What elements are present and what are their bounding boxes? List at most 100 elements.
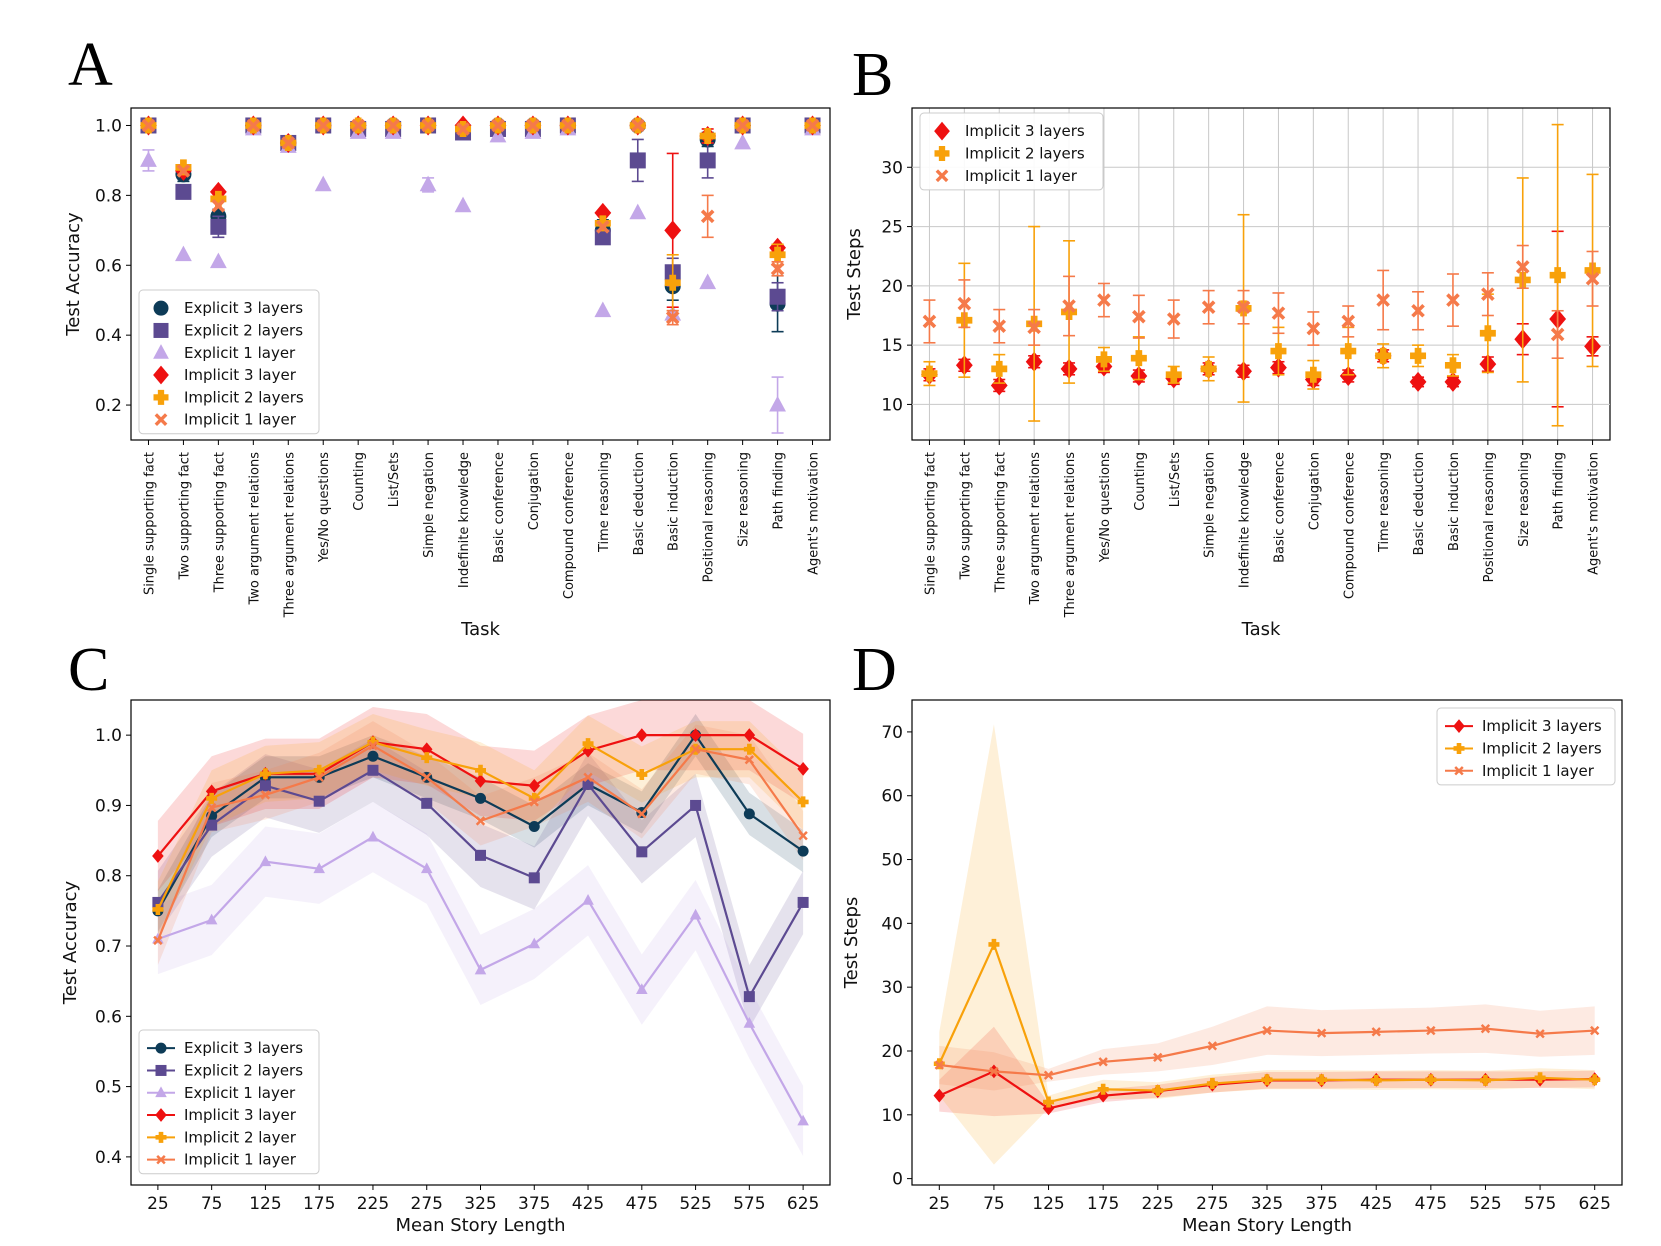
y-tick-label: 0.8 [95,867,122,887]
x-tick-label: 175 [1087,1194,1119,1214]
data-point [1132,309,1146,324]
x-tick-label: 125 [249,1194,281,1214]
series-implicit-1-layer [922,244,1600,359]
data-point [990,375,1008,396]
x-tick-label: Time reasoning [597,452,612,553]
x-tick-label: 475 [626,1194,658,1214]
data-point [141,118,156,133]
panel-label-c: C [68,636,109,704]
data-point [246,118,261,133]
data-point [1480,1023,1491,1034]
chart-b: 10 15 20 25 30 Single supporting fact Two supp… [844,107,1611,640]
data-point [420,862,433,874]
data-point [769,246,786,263]
data-point [1341,314,1356,329]
data-point [1340,343,1357,360]
data-point [529,797,539,807]
data-point [152,896,164,908]
x-tick-label: Conjugation [527,452,542,530]
series-implicit-1-layer [141,118,820,326]
data-point [743,728,756,743]
y-tick-label: 1.0 [95,726,122,746]
x-axis-label: Mean Story Length [1182,1215,1352,1236]
x-tick-label: 25 [928,1194,950,1214]
x-tick-label: Two argument relations [247,452,262,606]
x-tick-label: Yes/No questions [317,452,332,563]
data-point [1370,1074,1382,1086]
series-implicit-1-layer [934,1023,1600,1080]
data-point [744,755,755,765]
y-tick-label: 70 [881,723,903,743]
x-tick-label: Single supporting fact [923,452,938,595]
legend-marker [155,1042,167,1054]
data-point [419,175,437,192]
data-point [992,319,1007,333]
x-tick-label: Three argument relations [282,452,297,619]
x-tick-label: 25 [147,1194,169,1214]
data-point [582,894,594,905]
x-tick-label: List/Sets [387,452,402,507]
x-tick-label: Basic induction [667,452,682,551]
data-point [420,742,433,757]
data-point [629,203,647,220]
plot-frame [911,107,1611,441]
data-point [690,799,702,811]
legend-label: Implicit 3 layer [184,366,297,384]
legend-marker [1454,766,1464,776]
legend-label: Implicit 1 layer [184,411,297,429]
x-tick-label: Yes/No questions [1098,452,1113,563]
data-point [1270,343,1287,360]
x-tick-label: Basic deduction [1412,452,1427,555]
data-point [797,845,809,857]
data-point [205,913,218,925]
data-point [689,728,702,743]
x-tick-label: Two argument relations [1028,452,1043,606]
data-point [583,772,593,782]
data-point [1271,306,1286,320]
data-point [153,935,163,946]
data-point [1261,1074,1273,1086]
x-axis-label: Task [1241,619,1281,640]
x-tick-label: 75 [201,1194,223,1214]
data-point [743,1017,756,1028]
data-point [1339,365,1357,386]
data-point [491,118,505,133]
data-point [770,261,785,276]
y-tick-label: 20 [881,277,903,297]
x-tick-label: Basic induction [1447,452,1462,551]
x-tick-label: Time reasoning [1377,452,1392,553]
data-point [210,218,227,235]
panel-label-d: D [852,636,897,704]
x-tick-label: Compound conference [1342,452,1357,599]
y-axis-label: Test Steps [841,897,862,990]
data-point [1585,271,1600,286]
data-point [636,846,648,858]
data-point [313,795,325,807]
data-point [1446,293,1460,307]
data-point [206,802,217,813]
y-tick-label: 0.4 [95,326,122,346]
x-tick-label: Positional reasoning [1482,452,1497,582]
data-point [528,778,541,793]
data-point [1305,366,1322,383]
data-point [421,118,435,133]
data-point [528,792,540,804]
data-point [596,220,610,234]
x-tick-label: 425 [572,1194,604,1214]
x-tick-label: Path finding [1552,452,1567,529]
legend-marker [153,365,169,385]
x-tick-label: Three supporting fact [212,452,227,593]
data-point [474,773,487,788]
data-point [152,903,164,915]
data-point [1589,1074,1601,1086]
data-point [664,220,682,241]
x-tick-label: Two supporting fact [177,452,192,580]
data-point [689,908,702,920]
legend-box [919,112,1104,191]
data-point [152,849,164,863]
x-tick-label: List/Sets [1168,452,1183,507]
series-implicit-1-layer [153,741,808,946]
x-tick-label: Three argument relations [1063,452,1078,619]
data-point [991,360,1008,377]
data-point [665,310,680,325]
